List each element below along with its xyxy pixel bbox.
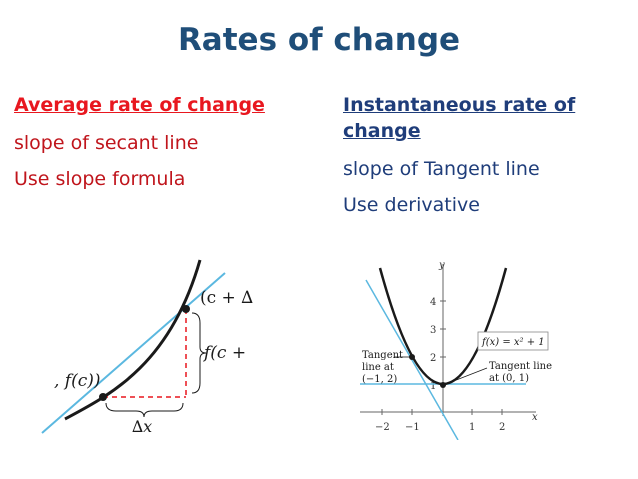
ytick-2: 2 <box>430 353 436 364</box>
ytick-3: 3 <box>430 325 436 336</box>
average-rate-heading: Average rate of change <box>14 94 265 116</box>
slide-title: Rates of change <box>177 22 461 58</box>
function-label-box <box>477 331 549 351</box>
secant-figure: (c + ∆ f(c + , f(c)) ∆x <box>41 259 253 436</box>
y-axis-label: y <box>438 260 445 271</box>
tangent-right-label-1: Tangent line <box>489 361 552 372</box>
x-axis-label: x <box>532 412 538 423</box>
instantaneous-rate-heading: Instantaneous rate of change <box>343 94 576 142</box>
point-c-dx <box>182 305 190 313</box>
tangent-figure: y x 4 3 2 1 −2 −1 1 2 f(x) = x² + 1 Tang… <box>360 260 552 440</box>
derivative-text: Use derivative <box>343 194 480 216</box>
tangent-right-pointer <box>445 367 488 385</box>
point-minus-1-2 <box>409 354 415 360</box>
tangent-right-label-2: at (0, 1) <box>489 373 529 384</box>
xtick-2: 2 <box>499 422 505 433</box>
function-label: f(x) = x² + 1 <box>481 337 545 348</box>
point-0-1 <box>440 382 446 388</box>
tangent-left-label-3: (−1, 2) <box>362 374 397 385</box>
label-dx: ∆x <box>132 417 152 436</box>
label-fc-dx: f(c + <box>202 343 246 363</box>
xtick-1: 1 <box>469 422 475 433</box>
instantaneous-rate-column: Instantaneous rate of change slope of Ta… <box>343 92 628 228</box>
secant-line <box>41 272 226 434</box>
point-c <box>99 393 107 401</box>
tangent-slope-text: slope of Tangent line <box>343 158 540 180</box>
xtick-minus-2: −2 <box>375 422 390 433</box>
ytick-1: 1 <box>430 381 436 392</box>
brace-horizontal <box>105 402 184 418</box>
tangent-left-label-2: line at <box>362 362 394 373</box>
label-c-dx: (c + ∆ <box>200 288 253 308</box>
xtick-minus-1: −1 <box>405 422 420 433</box>
label-fc: , f(c)) <box>54 371 101 391</box>
slope-formula-text: Use slope formula <box>14 168 186 190</box>
secant-slope-text: slope of secant line <box>14 132 199 154</box>
curve <box>64 259 202 421</box>
brace-vertical <box>191 312 207 394</box>
tangent-left-label-1: Tangent <box>362 350 403 361</box>
average-rate-column: Average rate of change slope of secant l… <box>14 92 314 202</box>
ytick-4: 4 <box>430 297 436 308</box>
